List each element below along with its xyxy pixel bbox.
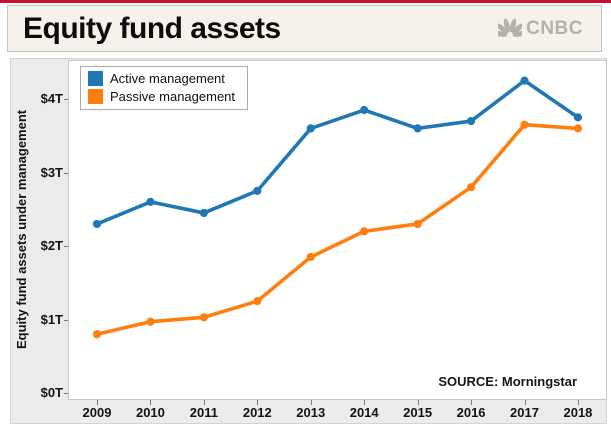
y-tick-mark [64,172,69,174]
x-tick-label: 2018 [563,405,593,420]
active-line [95,78,580,226]
active-point-2018 [573,113,583,122]
chart-svg [92,76,583,339]
y-tick-mark [64,319,69,321]
cnbc-logo-text: CNBC [526,17,583,39]
passive-line [95,122,580,337]
y-tick-label: $3T [40,164,63,180]
y-tick-mark [64,393,69,394]
passive-point-2012 [253,297,262,306]
active-point-2010 [146,197,155,206]
source-label: SOURCE: Morningstar [438,374,577,389]
passive-point-2015 [413,219,422,229]
y-tick-label: $1T [40,311,63,327]
active-point-2009 [92,219,102,229]
y-tick-mark [64,99,69,100]
x-tick-mark [257,400,259,405]
x-tick-label: 2017 [510,405,539,420]
passive-point-2013 [306,252,315,262]
x-tick-mark [150,400,152,405]
passive-point-2017 [520,120,529,129]
passive-point-2010 [146,317,155,326]
cnbc-peacock-icon [493,16,527,42]
x-tick-label: 2009 [82,405,112,420]
x-tick-label: 2016 [456,405,486,420]
top-accent-bar [0,0,611,3]
passive-point-2009 [92,330,102,339]
x-tick-label: 2014 [349,405,379,420]
passive-point-2014 [360,227,369,236]
x-tick-label: 2012 [242,405,272,420]
x-tick-mark [310,400,312,405]
legend-label-passive: Passive management [110,89,236,104]
page-title: Equity fund assets [23,11,281,45]
plot-area: Active management Passive management SOU… [68,60,607,400]
x-tick-mark [471,400,473,405]
active-point-2015 [413,124,422,133]
cnbc-logo: CNBC [493,16,583,42]
chart-header: Equity fund assets CNBC [7,5,602,52]
y-tick-label: $4T [40,91,63,106]
passive-point-2018 [573,124,583,133]
x-tick-label: 2013 [296,405,326,420]
active-point-2013 [306,124,315,133]
active-point-2012 [253,186,262,195]
legend-item-active: Active management [88,71,235,86]
active-point-2016 [466,116,476,126]
x-tick-label: 2011 [189,405,218,420]
y-tick-mark [64,246,69,247]
x-tick-mark [364,400,366,405]
legend-item-passive: Passive management [88,89,235,104]
x-tick-mark [97,400,98,405]
x-tick-label: 2010 [135,405,165,420]
active-point-2014 [360,105,369,115]
x-tick-mark [203,400,205,405]
y-tick-label: $0T [40,385,63,400]
chart-figure: Equity fund assets under management $0T $… [10,58,607,424]
y-tick-label: $2T [40,238,63,253]
active-swatch [88,71,103,86]
active-point-2017 [520,76,529,85]
passive-point-2016 [466,183,476,192]
legend: Active management Passive management [80,66,249,110]
passive-swatch [88,89,103,104]
y-axis-title: Equity fund assets under management [14,109,29,349]
legend-label-active: Active management [110,71,225,86]
passive-point-2011 [199,313,208,322]
x-tick-mark [417,400,419,405]
x-tick-label: 2015 [403,405,433,420]
x-tick-mark [524,400,526,405]
active-point-2011 [199,208,208,218]
x-tick-mark [577,400,579,405]
